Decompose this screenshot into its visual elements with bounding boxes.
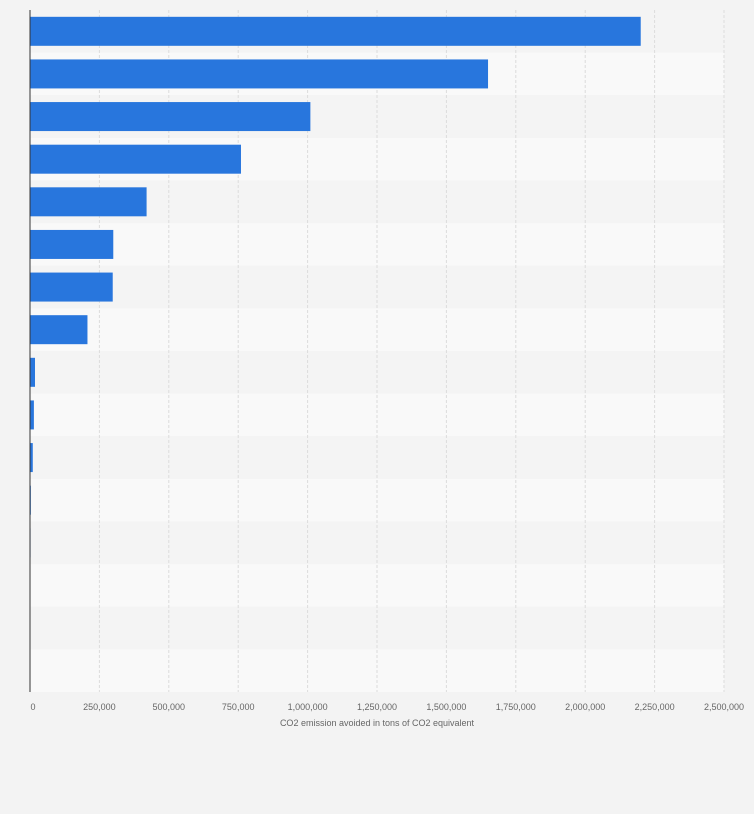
bars	[30, 16, 641, 558]
row-band	[30, 223, 724, 266]
x-tick-label: 2,500,000	[704, 702, 744, 712]
bar[interactable]	[30, 102, 311, 132]
x-tick-labels: 0 250,000 500,000 750,000 1,000,000 1,250,000…	[30, 702, 744, 712]
row-band	[30, 308, 724, 351]
x-tick-label: 0	[30, 702, 35, 712]
bar[interactable]	[30, 357, 35, 387]
bar[interactable]	[30, 187, 147, 217]
x-tick-label: 750,000	[222, 702, 255, 712]
bar[interactable]	[30, 144, 241, 174]
bar[interactable]	[30, 400, 34, 430]
x-tick-label: 1,250,000	[357, 702, 397, 712]
x-tick-label: 2,250,000	[635, 702, 675, 712]
x-tick-label: 1,500,000	[426, 702, 466, 712]
x-tick-label: 2,000,000	[565, 702, 605, 712]
bar[interactable]	[30, 229, 114, 259]
x-axis-title: CO2 emission avoided in tons of CO2 equi…	[280, 718, 475, 728]
x-tick-label: 1,000,000	[288, 702, 328, 712]
gridlines	[98, 10, 725, 692]
bar[interactable]	[30, 16, 641, 46]
bar[interactable]	[30, 272, 113, 302]
x-tick-label: 250,000	[83, 702, 116, 712]
bar[interactable]	[30, 315, 88, 345]
bar[interactable]	[30, 443, 33, 473]
bar[interactable]	[30, 59, 489, 89]
x-tick-label: 1,750,000	[496, 702, 536, 712]
x-tick-label: 500,000	[153, 702, 186, 712]
